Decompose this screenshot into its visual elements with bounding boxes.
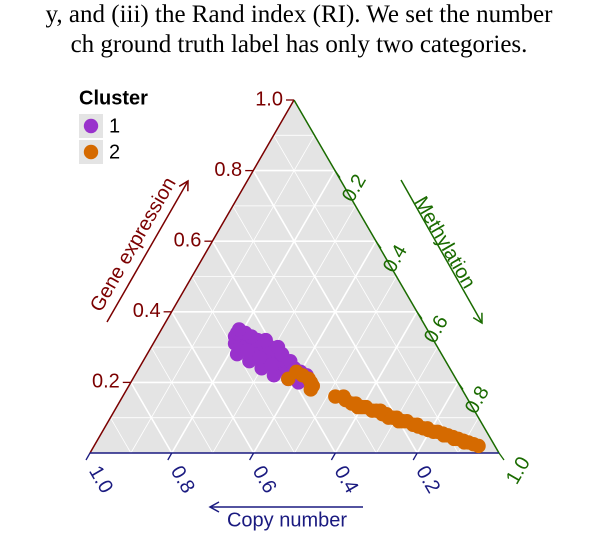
- grid-line-meth: [294, 276, 397, 454]
- point-cluster-1: [258, 332, 273, 348]
- point-cluster-2: [457, 435, 472, 450]
- grid-line-copy: [170, 311, 255, 454]
- legend-label-cluster-1: 1: [109, 115, 120, 137]
- legend-marker-cluster-1: [83, 118, 99, 134]
- legend: Cluster 1 2: [79, 87, 148, 164]
- axis-title-methylation: Methylation: [410, 193, 480, 293]
- point-cluster-1: [264, 357, 280, 372]
- tick-label-copy-number: 0.2: [411, 462, 444, 497]
- axis-lines: [89, 99, 500, 454]
- tick-marks: [85, 99, 505, 461]
- tick-methylation: [457, 382, 464, 390]
- tick-copy-number: [249, 452, 255, 461]
- point-cluster-1: [231, 322, 247, 337]
- tick-methylation: [375, 240, 382, 249]
- axis-line-gene-expression: [89, 99, 295, 454]
- grid-line-meth: [130, 135, 315, 454]
- tick-label-gene-expression: 0.8: [214, 159, 242, 181]
- axis-title-copy-number: Copy number: [227, 509, 347, 531]
- axis-arrow-methylation: [400, 179, 483, 324]
- point-cluster-2: [281, 371, 296, 387]
- point-cluster-1: [252, 350, 267, 365]
- grid-line-copy: [110, 417, 132, 454]
- grid-line-copy: [130, 381, 173, 454]
- paper-text-line-2: ch ground truth label has only two categ…: [70, 31, 528, 58]
- tick-label-gene-expression: 0.4: [133, 300, 161, 322]
- axis-arrow-copy-number-head: [208, 501, 220, 513]
- legend-title: Cluster: [79, 87, 148, 109]
- paper-text-line-1: y, and (iii) the Rand index (RI). We set…: [45, 1, 553, 28]
- axis-arrow-gene-expression-head: [178, 179, 189, 192]
- point-cluster-1: [270, 339, 286, 355]
- point-cluster-1: [240, 343, 255, 358]
- point-cluster-2: [344, 396, 359, 411]
- axis-arrow-methylation-head: [472, 312, 483, 325]
- data-points: [227, 322, 486, 454]
- tick-label-copy-number: 0.8: [166, 462, 199, 497]
- legend-label-cluster-2: 2: [109, 141, 120, 163]
- tick-label-copy-number: 0.4: [330, 462, 363, 497]
- point-cluster-2: [471, 438, 486, 454]
- point-cluster-2: [385, 410, 400, 425]
- tick-label-gene-expression: 0.6: [174, 229, 202, 251]
- tick-copy-number: [330, 452, 336, 461]
- point-cluster-2: [426, 424, 441, 440]
- tick-methylation: [416, 311, 423, 320]
- point-cluster-2: [303, 375, 318, 390]
- axis-arrow-gene-expression: [106, 180, 189, 323]
- axis-title-gene-expression: Gene expression: [86, 174, 181, 316]
- tick-methylation: [334, 170, 341, 178]
- tick-label-copy-number: 0.6: [248, 462, 281, 497]
- legend-marker-cluster-2: [83, 144, 99, 160]
- grid-line-meth: [334, 311, 418, 454]
- tick-label-methylation: 1.0: [502, 453, 535, 488]
- tick-copy-number: [167, 452, 173, 461]
- tick-copy-number: [412, 452, 418, 461]
- tick-label-gene-expression: 0.2: [92, 371, 120, 393]
- point-cluster-2: [409, 417, 425, 432]
- tick-label-copy-number: 1.0: [84, 462, 117, 497]
- grid-line-meth: [416, 381, 459, 454]
- grid-line-copy: [273, 135, 459, 454]
- tick-copy-number: [85, 452, 91, 461]
- tick-label-gene-expression: 1.0: [255, 88, 283, 110]
- point-cluster-2: [373, 403, 388, 418]
- tick-methylation: [498, 452, 505, 461]
- grid-line-meth: [375, 346, 438, 454]
- grid-line-meth: [212, 205, 356, 454]
- grid-line-copy: [150, 346, 214, 454]
- axis-line-methylation: [293, 99, 500, 454]
